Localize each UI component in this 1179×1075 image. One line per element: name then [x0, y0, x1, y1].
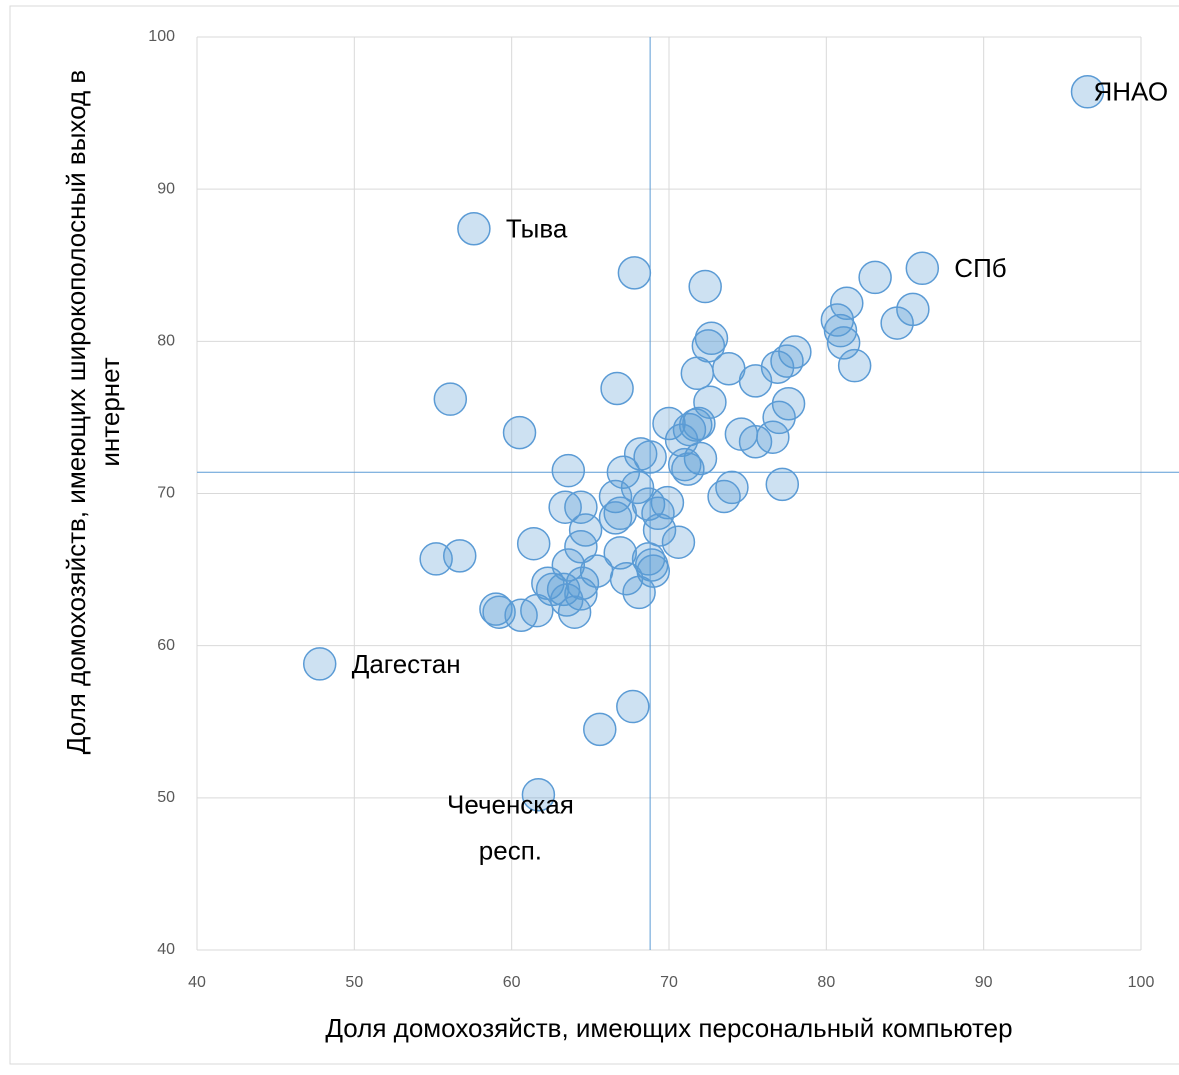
point: [671, 452, 705, 486]
point: [837, 348, 872, 383]
point-label: респ.: [479, 836, 542, 866]
y-tick-label: 100: [148, 28, 175, 45]
point: [433, 382, 468, 416]
point: [636, 554, 671, 588]
point: [760, 350, 795, 384]
x-tick-label: 50: [345, 974, 363, 991]
point: [622, 575, 656, 610]
point: [905, 251, 940, 286]
x-tick-label: 60: [503, 974, 521, 991]
y-tick-label: 60: [157, 637, 175, 654]
point: [603, 496, 637, 531]
point: [617, 256, 652, 290]
point: [502, 415, 537, 450]
point: [652, 406, 686, 441]
point: [642, 513, 677, 547]
point: [564, 530, 598, 564]
point: [583, 712, 617, 747]
point: [1070, 75, 1105, 109]
y-axis-title: интернет: [95, 357, 125, 466]
y-axis-title: Доля домохозяйств, имеющих широкополосны…: [61, 70, 91, 754]
point: [551, 453, 586, 488]
point: [765, 467, 800, 502]
point: [600, 371, 634, 406]
point: [661, 525, 696, 559]
point-label: ЯНАО: [1094, 77, 1169, 107]
point: [770, 344, 804, 378]
point: [557, 595, 592, 629]
point: [664, 423, 699, 457]
x-tick-label: 100: [1128, 974, 1155, 991]
x-tick-label: 90: [975, 974, 993, 991]
point: [442, 539, 477, 573]
point: [826, 326, 861, 360]
y-tick-label: 90: [157, 180, 175, 197]
point-label: Чеченская: [447, 790, 574, 820]
point: [603, 536, 637, 570]
point: [516, 526, 551, 561]
point: [302, 647, 337, 681]
point: [521, 778, 556, 812]
x-tick-label: 80: [817, 974, 835, 991]
point: [682, 406, 716, 441]
point: [457, 211, 491, 246]
point: [762, 400, 796, 435]
point: [482, 595, 516, 629]
point: [830, 286, 864, 321]
point: [858, 260, 892, 295]
point: [880, 306, 914, 340]
point: [738, 364, 773, 398]
x-tick-label: 70: [660, 974, 678, 991]
point: [680, 356, 715, 391]
point: [688, 269, 722, 304]
point-label: Дагестан: [352, 649, 461, 679]
point-label: Тыва: [506, 214, 568, 244]
point: [738, 425, 773, 459]
y-tick-label: 80: [157, 333, 175, 350]
point: [598, 501, 633, 535]
x-axis-title: Доля домохозяйств, имеющих персональный …: [325, 1013, 1012, 1043]
y-tick-label: 40: [157, 941, 175, 958]
point: [707, 479, 741, 514]
y-tick-label: 70: [157, 485, 175, 502]
point: [609, 561, 644, 596]
point: [823, 313, 858, 348]
x-tick-label: 40: [188, 974, 206, 991]
y-tick-label: 50: [157, 789, 175, 806]
point: [548, 490, 582, 524]
point-label: СПб: [954, 253, 1006, 283]
point: [620, 470, 655, 505]
point: [504, 598, 538, 632]
point: [616, 689, 650, 724]
point: [650, 485, 685, 520]
